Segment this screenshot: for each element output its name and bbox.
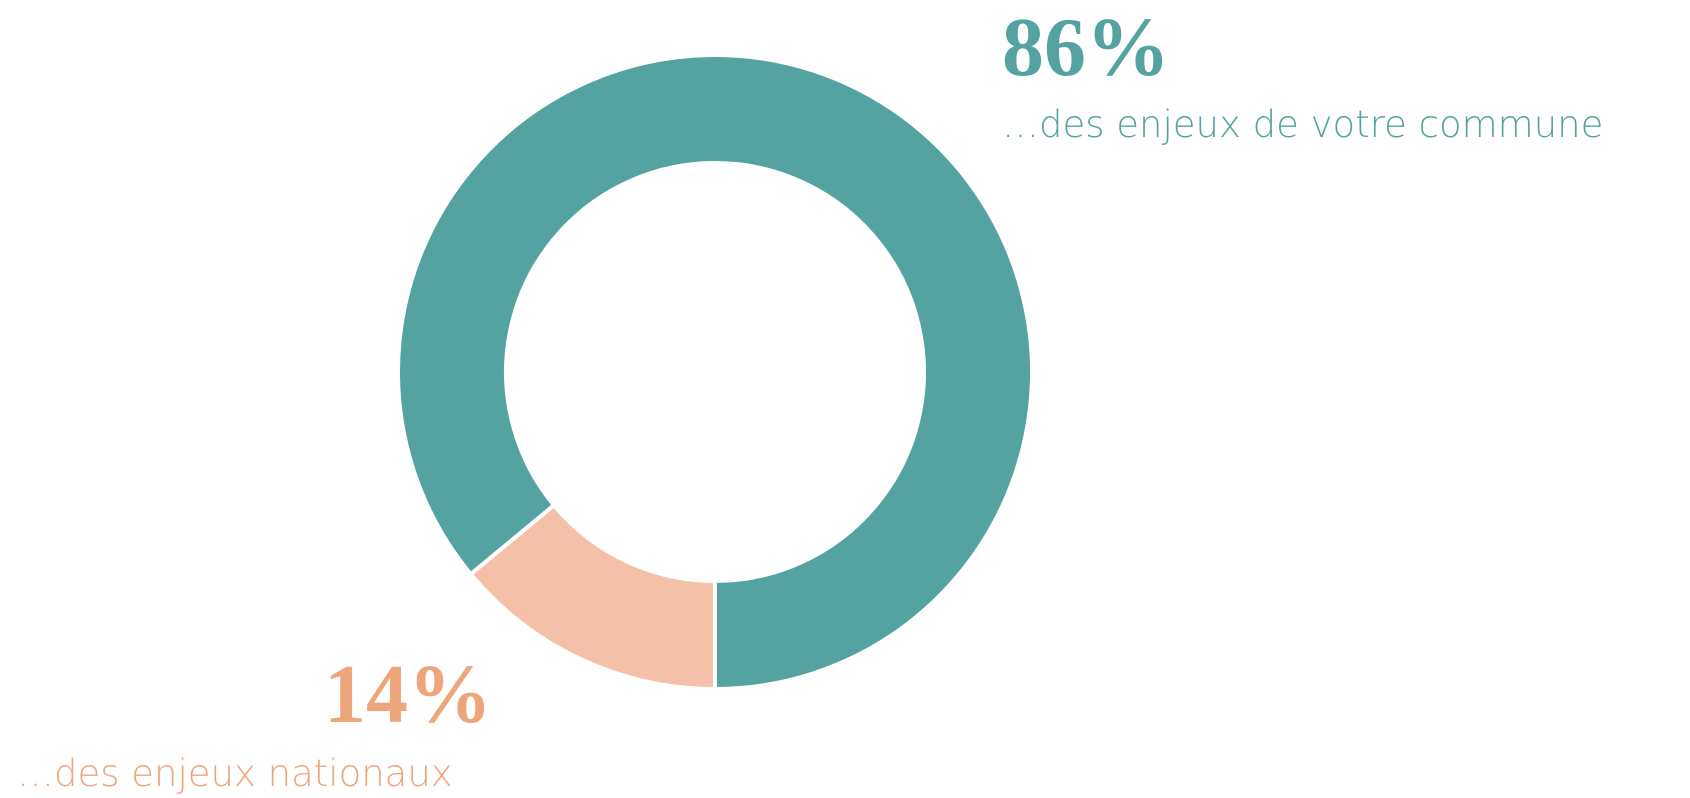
category-label: …des enjeux nationaux xyxy=(17,752,453,795)
category-label: …des enjeux de votre commune xyxy=(1002,103,1603,146)
value-label: 14% xyxy=(324,648,492,741)
donut-segment xyxy=(396,53,1034,692)
value-label: 86% xyxy=(1002,1,1170,94)
